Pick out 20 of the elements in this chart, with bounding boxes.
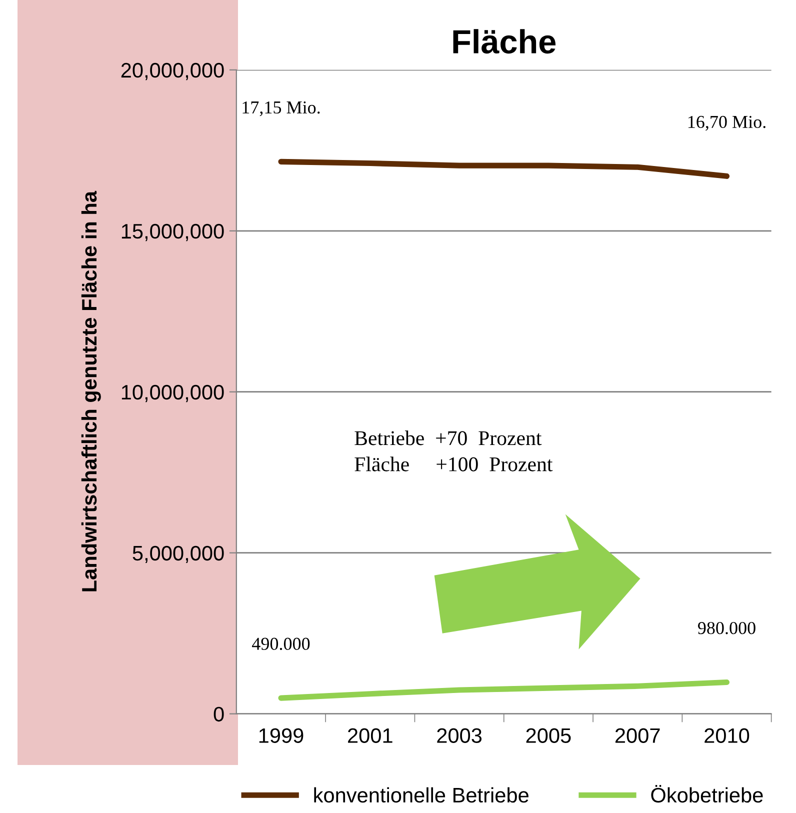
y-tick-label: 0 bbox=[214, 706, 224, 722]
legend-label: konventionelle Betriebe bbox=[314, 787, 528, 803]
annotation: 980.000 bbox=[698, 622, 756, 634]
y-tick-label: 20,000,000 bbox=[121, 62, 224, 80]
x-tick-label: 2010 bbox=[704, 728, 750, 744]
x-tick-label: 2001 bbox=[348, 728, 392, 744]
chart-title: Fläche bbox=[453, 29, 556, 54]
x-tick-label: 2005 bbox=[526, 728, 571, 744]
annotation: 17,15 Mio. bbox=[242, 101, 320, 116]
annotation: 16,70 Mio. bbox=[688, 116, 766, 131]
y-tick-label: 15,000,000 bbox=[122, 224, 224, 242]
y-tick-label: 5,000,000 bbox=[132, 546, 224, 564]
annotation: Betriebe +70 Prozent Fläche +100 Prozent bbox=[354, 430, 553, 472]
x-tick-label: 2003 bbox=[437, 728, 482, 744]
x-tick-label: 1999 bbox=[259, 728, 304, 744]
legend-label: Ökobetriebe bbox=[651, 784, 763, 803]
y-tick-label: 10,000,000 bbox=[122, 384, 224, 402]
x-tick-label: 2007 bbox=[615, 728, 660, 744]
y-axis-title: Landwirtschaftlich genutzte Fläche in ha bbox=[81, 190, 101, 592]
annotation: 490.000 bbox=[252, 638, 310, 650]
